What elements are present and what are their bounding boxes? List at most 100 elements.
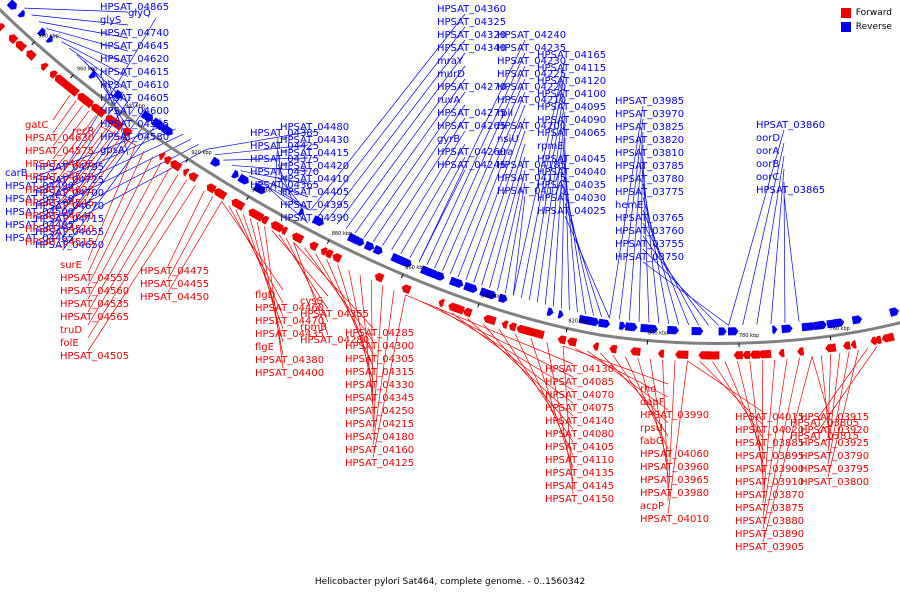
genome-caption: Helicobacter pylori Sat464, complete gen…: [314, 577, 586, 587]
gene-label: HPSAT_03880: [735, 516, 804, 527]
leader-line: [619, 118, 644, 320]
reverse-gene-arrow: [150, 117, 165, 131]
forward-gene-arrow: [374, 272, 385, 283]
gene-label: HPSAT_04450: [140, 292, 209, 303]
gene-label: HPSAT_03980: [640, 488, 709, 499]
forward-gene-arrow: [83, 97, 95, 109]
reverse-gene-arrow: [851, 315, 863, 325]
tick-label: 980 kbp: [38, 33, 58, 39]
tick-mark: [31, 41, 35, 46]
tick-mark: [246, 196, 250, 201]
gene-label: HPSAT_03910: [735, 477, 804, 488]
gene-label: HPSAT_03870: [735, 490, 804, 501]
gene-label: HPSAT_04160: [345, 445, 414, 456]
gene-label: HPSAT_04420: [280, 161, 349, 172]
leader-line: [214, 144, 309, 156]
leader-line: [373, 104, 466, 242]
forward-gene-arrow: [733, 351, 743, 360]
tick-label: 860 kbp: [405, 265, 425, 271]
gene-label: HPSAT_04485: [5, 220, 74, 231]
gene-label: HPSAT_04385: [250, 128, 319, 139]
leader-line: [223, 157, 309, 161]
legend-label-forward: Forward: [855, 8, 892, 18]
gene-label: HPSAT_04200: [497, 121, 566, 132]
leader-line: [52, 135, 123, 225]
leader-line: [457, 104, 526, 278]
gene-label: HPSAT_04480: [280, 122, 349, 133]
leader-line: [612, 354, 669, 437]
gene-label: HPSAT_03825: [615, 122, 684, 133]
gene-label: HPSAT_04175: [497, 173, 566, 184]
gene-label: HPSAT_04235: [497, 43, 566, 54]
forward-gene-arrow: [8, 34, 19, 45]
gene-features: [0, 0, 899, 360]
leader-line: [497, 169, 526, 291]
leader-line: [167, 195, 214, 280]
gene-label: rpsU: [640, 423, 663, 434]
gene-label: surE: [60, 260, 82, 271]
leader-line: [742, 142, 785, 326]
gene-label: HPSAT_04535: [60, 299, 129, 310]
gene-label: HPSAT_03985: [615, 96, 684, 107]
gene-label: HPSAT_03920: [800, 425, 869, 436]
gene-label: HPSAT_04125: [345, 458, 414, 469]
gene-labels: HPSAT_04865 glyS HPSAT_04740 HPSAT_04645 HPS…: [5, 2, 869, 553]
gene-label: HPSAT_04170: [497, 186, 566, 197]
tick-mark: [185, 158, 189, 163]
reverse-gene-arrow: [718, 327, 727, 336]
reverse-gene-arrow: [772, 325, 778, 334]
leader-line: [62, 96, 131, 199]
reverse-gene-arrow: [347, 232, 361, 245]
gene-label: HPSAT_04115: [537, 63, 606, 74]
reverse-gene-arrow: [727, 327, 739, 336]
gene-label: HPSAT_04715: [35, 214, 104, 225]
gene-label: HPSAT_04510: [25, 224, 94, 235]
gene-label: HPSAT_03965: [640, 475, 709, 486]
gene-label: HPSAT_03750: [615, 252, 684, 263]
reverse-gene-arrow: [781, 324, 793, 334]
gene-label: HPSAT_04280: [300, 335, 369, 346]
leader-line: [609, 105, 644, 319]
gene-label: HPSAT_03860: [756, 120, 825, 131]
gene-label: HPSAT_04305: [345, 354, 414, 365]
gene-label: HPSAT_04435: [255, 329, 324, 340]
legend-swatch-forward: [840, 8, 851, 18]
gene-label: HPSAT_04615: [100, 67, 169, 78]
leader-line: [391, 130, 466, 251]
tick-label: 920 kbp: [191, 150, 211, 156]
forward-gene-arrow: [325, 249, 334, 259]
gene-label: HPSAT_04215: [345, 419, 414, 430]
gene-label: HPSAT_04475: [140, 266, 209, 277]
gene-label: HPSAT_03790: [800, 451, 869, 462]
gene-label: HPSAT_04740: [100, 28, 169, 39]
leader-line: [271, 230, 329, 297]
gene-label: dapF: [640, 397, 665, 408]
leader-line: [827, 354, 831, 439]
leader-line: [420, 300, 574, 378]
leader-line: [53, 34, 129, 65]
leader-line: [544, 111, 566, 305]
reverse-gene-arrow: [372, 245, 383, 255]
leader-line: [504, 182, 526, 294]
legend-item-reverse: Reverse: [840, 22, 892, 32]
gene-label: HPSAT_03925: [800, 438, 869, 449]
gene-label: HPSAT_04145: [545, 481, 614, 492]
leader-line: [336, 52, 466, 225]
leader-line: [68, 47, 129, 91]
forward-gene-arrow: [189, 172, 199, 183]
leader-line: [642, 261, 729, 326]
gene-label: HPSAT_04085: [545, 377, 614, 388]
leader-line: [31, 14, 129, 26]
leader-line: [240, 170, 309, 185]
gene-label: HPSAT_04265: [437, 121, 506, 132]
gene-label: HPSAT_04025: [537, 206, 606, 217]
gene-label: HPSAT_04300: [345, 341, 414, 352]
tick-label: 800 kbp: [648, 331, 668, 337]
leader-line: [481, 143, 526, 286]
gene-label: HPSAT_04400: [255, 368, 324, 379]
leader-line: [206, 131, 309, 150]
gene-label: HPSAT_04555: [60, 273, 129, 284]
leader-line: [359, 275, 374, 407]
gene-label: rpmB: [300, 322, 327, 333]
